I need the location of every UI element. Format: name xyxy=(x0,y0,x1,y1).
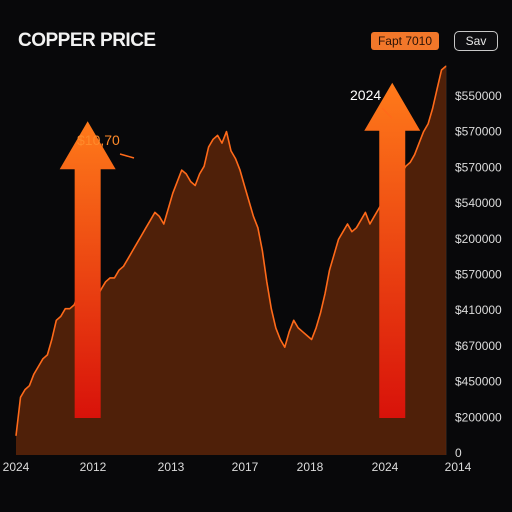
x-axis-ticks: 2024 2012 2013 2017 2018 2024 2014 xyxy=(3,460,472,474)
y-tick-label: $570000 xyxy=(455,268,502,282)
annotation-1: $10,70 xyxy=(77,132,120,148)
y-tick-label: $200000 xyxy=(455,232,502,246)
y-tick-label: $550000 xyxy=(455,89,502,103)
x-tick-label: 2013 xyxy=(158,460,185,474)
y-tick-label: $570000 xyxy=(455,160,502,174)
x-tick-label: 2012 xyxy=(80,460,107,474)
save-button[interactable]: Sav xyxy=(454,31,498,51)
x-tick-label: 2017 xyxy=(232,460,259,474)
highlight-arrow-2 xyxy=(364,82,421,419)
annotation-pointer-2 xyxy=(381,107,393,119)
x-tick-label: 2024 xyxy=(372,460,399,474)
y-tick-label: $670000 xyxy=(455,339,502,353)
annotation-layer: $10,70 2024 xyxy=(77,87,393,159)
y-tick-label: $200000 xyxy=(455,410,502,424)
y-axis-ticks: $550000 $570000 $570000 $540000 $200000 $5700… xyxy=(455,89,502,460)
highlight-arrow-1 xyxy=(59,121,116,419)
page-title: COPPER PRICE xyxy=(18,30,156,51)
price-badge[interactable]: Fapt 7010 xyxy=(371,32,439,50)
x-tick-label: 2014 xyxy=(445,460,472,474)
y-tick-label: $540000 xyxy=(455,196,502,210)
series-area xyxy=(16,66,446,455)
annotation-pointer-1 xyxy=(119,153,135,159)
annotation-2: 2024 xyxy=(350,87,381,103)
y-tick-label: 0 xyxy=(455,446,462,460)
y-tick-label: $410000 xyxy=(455,303,502,317)
y-tick-label: $570000 xyxy=(455,125,502,139)
x-tick-label: 2024 xyxy=(3,460,30,474)
arrow-layer xyxy=(59,82,421,419)
x-tick-label: 2018 xyxy=(297,460,324,474)
y-tick-label: $450000 xyxy=(455,375,502,389)
